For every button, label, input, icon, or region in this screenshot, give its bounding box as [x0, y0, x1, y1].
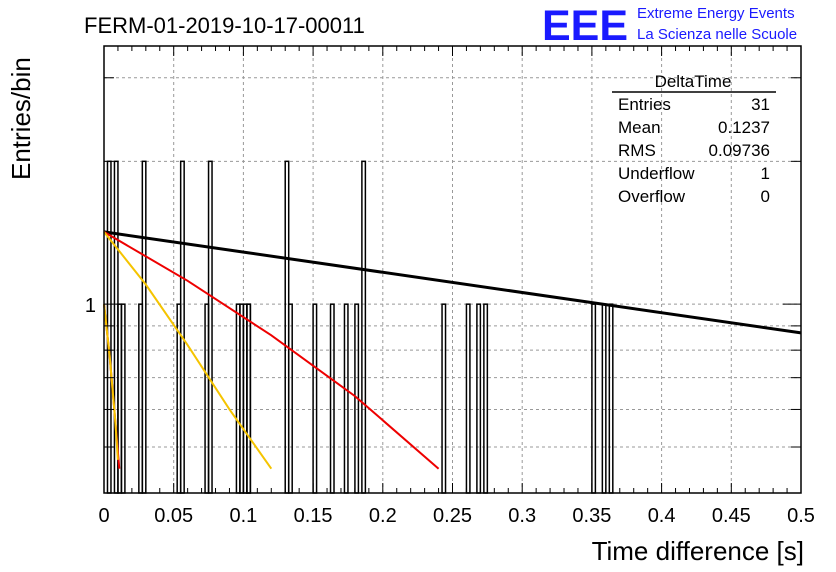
stats-box: DeltaTime Entries 31 Mean 0.1237 RMS 0.09736 U…: [612, 72, 776, 206]
histogram-bar: [287, 303, 293, 494]
fit-curve: [103, 231, 440, 470]
fit-curve: [103, 231, 273, 470]
y-tick-labels: 1: [85, 295, 96, 317]
stats-label: Underflow: [618, 164, 695, 183]
x-tick-label: 0.45: [712, 505, 751, 527]
x-tick-label: 0.4: [648, 505, 676, 527]
histogram-bar: [141, 160, 147, 494]
stats-value: 31: [751, 95, 770, 114]
stats-value: 0: [761, 187, 770, 206]
stats-value: 0.1237: [718, 118, 770, 137]
stats-label: RMS: [618, 141, 656, 160]
x-tick-label: 0.2: [369, 505, 397, 527]
stats-name: DeltaTime: [655, 72, 732, 91]
histogram-bar: [246, 303, 252, 494]
x-tick-label: 0.35: [572, 505, 611, 527]
x-tick-label: 0.5: [787, 505, 815, 527]
stats-value: 1: [761, 164, 770, 183]
y-tick-label: 1: [85, 295, 96, 317]
histogram-bar: [601, 303, 607, 494]
stats-label: Overflow: [618, 187, 686, 206]
x-tick-label: 0.1: [229, 505, 257, 527]
histogram-bar: [465, 303, 471, 494]
histogram-bar: [329, 303, 335, 494]
x-tick-label: 0.05: [154, 505, 193, 527]
eee-logo-line2: La Scienza nelle Scuole: [637, 26, 797, 43]
x-tick-label: 0: [98, 505, 109, 527]
plot-title: FERM-01-2019-10-17-00011: [84, 13, 365, 38]
grid: [104, 46, 801, 493]
x-axis-label: Time difference [s]: [592, 536, 804, 566]
histogram-bar: [120, 303, 126, 494]
histogram-bar: [591, 303, 597, 494]
stats-label: Entries: [618, 95, 671, 114]
fit-curve: [103, 304, 119, 460]
axes: [103, 45, 802, 494]
histogram-bar: [476, 303, 482, 494]
histogram-bar: [343, 303, 349, 494]
histogram-bar: [441, 303, 447, 494]
histogram-bar: [312, 303, 318, 494]
x-tick-labels: 0 0.05 0.1 0.15 0.2 0.25 0.3 0.35 0.4 0.45 0.5: [98, 505, 814, 527]
fit-curve: [103, 230, 802, 335]
stats-label: Mean: [618, 118, 661, 137]
fit-curves: [103, 230, 802, 470]
eee-logo-mark: EEE: [542, 2, 628, 50]
y-axis-label: Entries/bin: [6, 57, 36, 180]
eee-logo-line1: Extreme Energy Events: [637, 5, 795, 22]
histogram-bar: [207, 160, 213, 494]
histogram-bar: [483, 303, 489, 494]
x-tick-label: 0.25: [433, 505, 472, 527]
histogram-bar: [361, 160, 367, 494]
eee-logo: EEE Extreme Energy Events La Scienza nel…: [542, 2, 797, 50]
x-tick-label: 0.15: [294, 505, 333, 527]
histogram-bar: [179, 160, 185, 494]
stats-value: 0.09736: [709, 141, 770, 160]
x-tick-label: 0.3: [508, 505, 536, 527]
histogram-bar: [106, 160, 112, 494]
histogram-bars: [106, 160, 614, 494]
histogram-bar: [608, 303, 614, 494]
